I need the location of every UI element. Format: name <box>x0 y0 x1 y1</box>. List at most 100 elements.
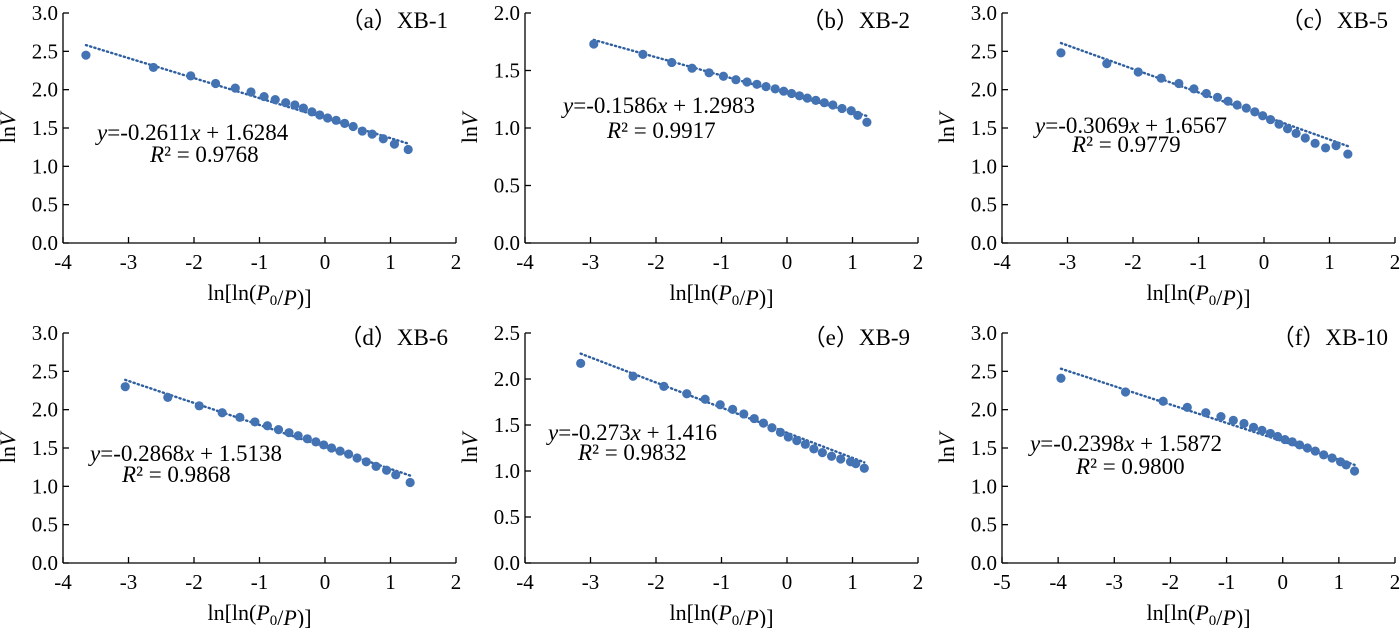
x-tick-label: 1 <box>385 570 396 594</box>
y-tick-label: 2.0 <box>32 78 58 102</box>
data-point <box>1310 446 1320 456</box>
data-point <box>311 437 321 447</box>
eq-x-symbol: x <box>1123 431 1135 456</box>
y-tick-label: 1.0 <box>971 474 997 498</box>
data-point <box>859 463 869 473</box>
data-point <box>235 412 245 422</box>
data-point <box>687 63 697 73</box>
data-point <box>217 408 227 418</box>
data-point <box>828 100 838 110</box>
eq-intercept: + 1.5872 <box>1134 431 1222 456</box>
data-point <box>378 134 388 144</box>
y-tick-label: 2.5 <box>971 39 997 63</box>
y-tick-label: 3.0 <box>32 321 58 345</box>
x-axis-label: ln[ln(P0/P)] <box>207 280 311 310</box>
y-tick-label: 2.5 <box>32 359 58 383</box>
data-point <box>381 465 392 475</box>
y-tick-label: 0.0 <box>971 551 997 575</box>
data-point <box>302 434 312 444</box>
data-point <box>405 477 415 488</box>
x-tick-label: -2 <box>647 250 665 274</box>
y-tick-label: 2.0 <box>32 398 58 422</box>
data-point <box>1319 450 1329 460</box>
r2-value: ² = 0.9768 <box>164 142 259 167</box>
x-tick-label: 1 <box>1334 570 1345 594</box>
chart-panel: -4 -3 -2 -1 0 1 2 0.0 0.5 1.0 1.5 2.0 2.5 3.0 ln[ln(P0… <box>0 321 461 628</box>
data-point <box>1280 434 1290 445</box>
data-point <box>682 389 692 399</box>
data-point <box>752 79 762 89</box>
panel-title: （e）XB-9 <box>803 325 910 350</box>
data-point <box>628 371 638 381</box>
data-point <box>767 423 777 433</box>
r2-symbol: R <box>577 440 592 465</box>
y-tick-label: 0.5 <box>971 513 997 537</box>
y-tick-label: 2.5 <box>494 321 520 345</box>
y-tick-label: 3.0 <box>971 1 997 25</box>
data-point <box>331 115 341 125</box>
eq-y-symbol: y <box>1033 113 1046 138</box>
x-tick-label: -4 <box>516 250 534 274</box>
y-tick-label: 3.0 <box>971 321 997 345</box>
x-tick-label: -1 <box>1190 250 1208 274</box>
r-squared: R² = 0.9832 <box>577 440 687 465</box>
r2-symbol: R <box>121 462 136 487</box>
panel-title: （b）XB-2 <box>801 8 910 33</box>
data-point <box>853 110 863 120</box>
y-tick-label: 0.5 <box>494 505 520 529</box>
data-point <box>1102 59 1112 69</box>
data-point <box>290 100 300 110</box>
y-tick-label: 0.5 <box>971 193 997 217</box>
eq-slope: =-0.2611 <box>107 120 190 145</box>
x-tick-label: -3 <box>1106 570 1124 594</box>
data-point <box>1216 411 1226 422</box>
data-point <box>1349 466 1360 476</box>
x-tick-label: 1 <box>847 570 858 594</box>
x-tick-label: -2 <box>1162 570 1180 594</box>
data-point <box>1158 396 1168 406</box>
r-squared: R² = 0.9800 <box>1075 454 1185 479</box>
x-tick-label: 1 <box>385 250 396 274</box>
eq-intercept: + 1.6284 <box>200 120 288 145</box>
data-point <box>1287 437 1297 447</box>
data-point <box>704 68 714 78</box>
x-tick-label: 0 <box>1277 570 1288 594</box>
data-point <box>250 417 260 427</box>
y-tick-label: 1.5 <box>494 413 520 437</box>
y-tick-label: 1.0 <box>494 116 520 140</box>
x-tick-label: -1 <box>1218 570 1236 594</box>
eq-x-symbol: x <box>1128 113 1140 138</box>
data-point <box>826 451 837 461</box>
data-point <box>1273 431 1283 442</box>
data-point <box>749 413 759 424</box>
x-tick-label: 2 <box>913 250 924 274</box>
eq-x-symbol: x <box>189 120 201 145</box>
data-point <box>246 87 256 97</box>
y-tick-label: 0.0 <box>494 231 520 255</box>
data-point <box>340 118 350 128</box>
data-point <box>1302 443 1313 453</box>
y-tick-label: 0.0 <box>971 231 997 255</box>
y-axis-label: lnV <box>457 430 482 463</box>
data-point <box>589 39 599 49</box>
data-point <box>273 425 284 435</box>
data-point <box>1201 408 1211 418</box>
data-point <box>1257 425 1267 435</box>
data-point <box>403 144 413 155</box>
x-tick-label: -1 <box>713 250 731 274</box>
x-tick-label: 2 <box>451 250 462 274</box>
data-point <box>163 392 173 402</box>
data-point <box>335 446 345 456</box>
data-point <box>836 454 846 464</box>
eq-x-symbol: x <box>183 441 195 466</box>
x-axis-label: ln[ln(P0/P)] <box>1146 600 1250 628</box>
data-point <box>817 448 827 458</box>
eq-y-symbol: y <box>561 93 574 118</box>
r2-value: ² = 0.9832 <box>592 440 687 465</box>
data-point <box>783 432 793 442</box>
data-point <box>1156 73 1166 83</box>
data-point <box>262 421 272 431</box>
x-tick-label: 0 <box>320 250 331 274</box>
data-point <box>1265 428 1275 439</box>
data-point <box>1282 124 1293 134</box>
